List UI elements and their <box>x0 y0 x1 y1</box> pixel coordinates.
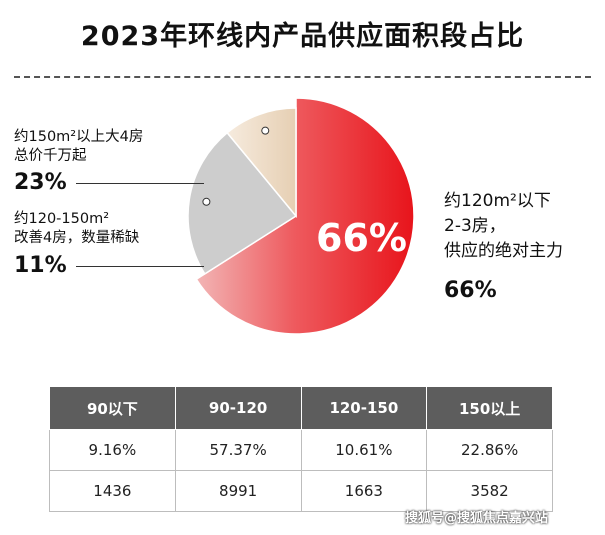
pie-slice-main <box>195 97 415 335</box>
table-header-row: 90以下 90-120 120-150 150以上 <box>49 386 553 430</box>
label-big-line2: 2-3房， <box>444 216 506 236</box>
table-cell: 8991 <box>174 470 302 512</box>
leader-dot <box>261 126 270 135</box>
label-big-percent: 66% <box>444 278 497 303</box>
table-cell: 57.37% <box>174 429 302 471</box>
pie-center-percent: 66% <box>316 216 407 260</box>
pie-slice-large4 <box>187 131 298 275</box>
table-header-cell: 150以上 <box>426 386 553 430</box>
table-header-cell: 90-120 <box>174 386 302 430</box>
pie-slice-mid4 <box>226 107 297 219</box>
label-mid4-line1: 约120-150m² <box>14 211 110 227</box>
leader-dot <box>202 197 211 206</box>
leader-line-large4 <box>76 183 204 184</box>
table-header-cell: 120-150 <box>300 386 428 430</box>
table-row: 9.16% 57.37% 10.61% 22.86% <box>49 429 553 471</box>
table-cell: 1436 <box>49 470 176 512</box>
leader-line-mid4 <box>76 266 204 267</box>
label-large4-line1: 约150m²以上大4房 <box>14 129 144 145</box>
table-cell: 3582 <box>426 470 553 512</box>
table-cell: 9.16% <box>49 429 176 471</box>
label-mid4-line2: 改善4房，数量稀缺 <box>14 230 140 246</box>
dashed-divider <box>14 76 591 78</box>
watermark: 搜狐号@搜狐焦点嘉兴站 <box>405 511 549 526</box>
label-large4-line2: 总价千万起 <box>14 148 87 164</box>
table-cell: 22.86% <box>426 429 553 471</box>
pie-chart <box>187 97 415 335</box>
table-row: 1436 8991 1663 3582 <box>49 470 553 512</box>
table-header-cell: 90以下 <box>49 386 176 430</box>
table-cell: 10.61% <box>300 429 428 471</box>
table-cell: 1663 <box>300 470 428 512</box>
label-mid4-percent: 11% <box>14 253 67 278</box>
label-big-line1: 约120m²以下 <box>444 191 551 211</box>
chart-title: 2023年环线内产品供应面积段占比 <box>80 21 525 52</box>
supply-table: 90以下 90-120 120-150 150以上 9.16% 57.37% 1… <box>49 386 553 512</box>
label-large4-percent: 23% <box>14 170 67 195</box>
label-big-line3: 供应的绝对主力 <box>444 241 563 261</box>
